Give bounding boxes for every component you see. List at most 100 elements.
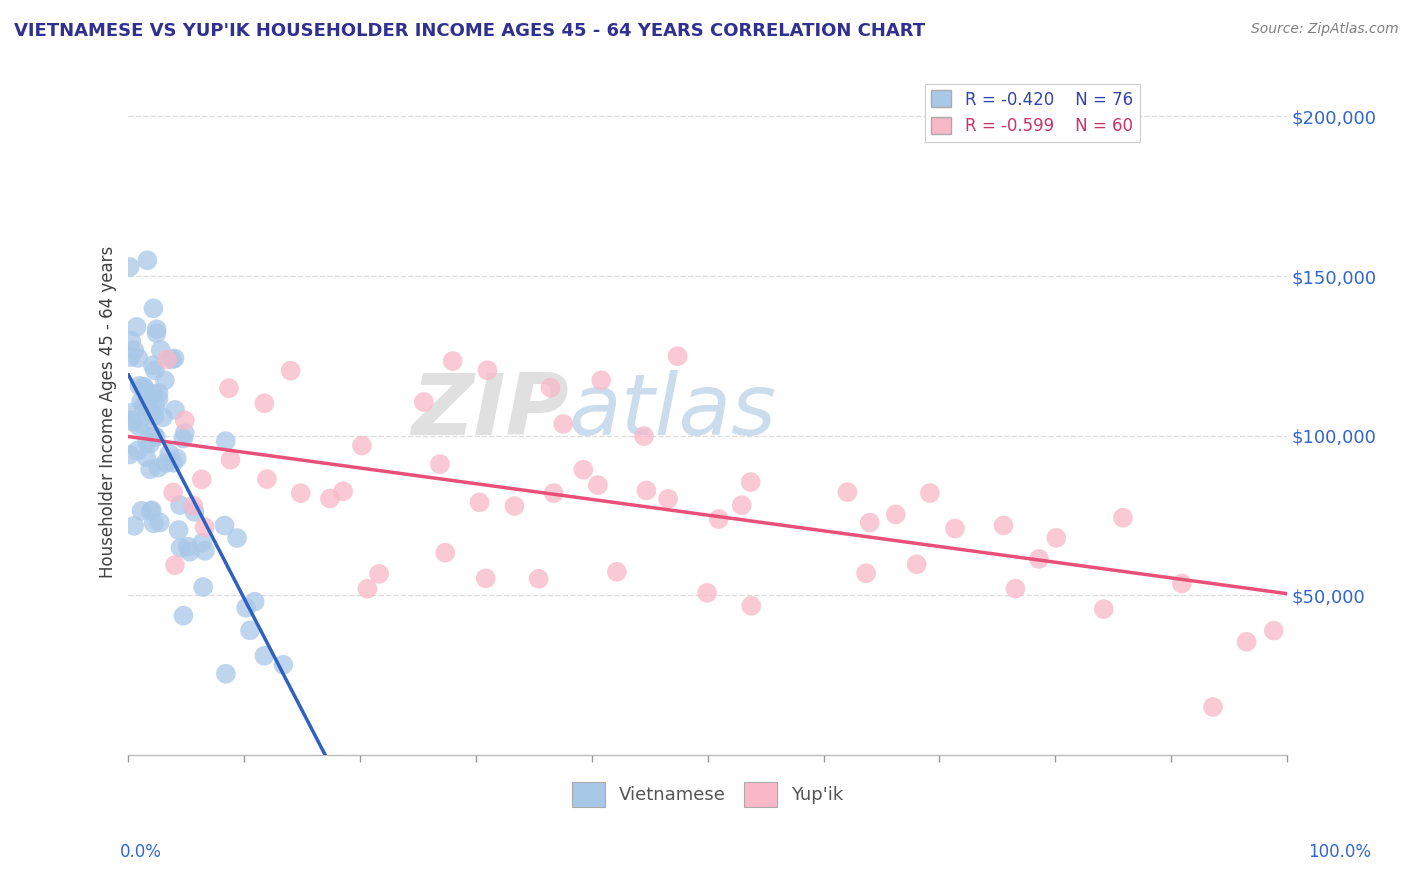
Point — [412, 395, 434, 409]
Point — [239, 624, 262, 638]
Point — [136, 390, 159, 404]
Point — [441, 354, 464, 368]
Point — [226, 531, 249, 545]
Point — [136, 435, 159, 450]
Point — [139, 504, 162, 518]
Point — [139, 405, 162, 419]
Point — [666, 349, 689, 363]
Point — [1263, 624, 1285, 638]
Point — [1028, 552, 1050, 566]
Point — [468, 495, 491, 509]
Point — [120, 334, 142, 348]
Point — [181, 499, 204, 513]
Point — [855, 566, 877, 581]
Point — [132, 400, 155, 414]
Point — [1171, 576, 1194, 591]
Point — [884, 508, 907, 522]
Point — [474, 571, 496, 585]
Text: 0.0%: 0.0% — [120, 843, 162, 861]
Point — [145, 322, 167, 336]
Point — [120, 350, 142, 364]
Point — [157, 447, 180, 461]
Point — [122, 343, 145, 358]
Point — [540, 381, 562, 395]
Point — [215, 666, 238, 681]
Point — [368, 566, 391, 581]
Point — [235, 600, 257, 615]
Text: VIETNAMESE VS YUP'IK HOUSEHOLDER INCOME AGES 45 - 64 YEARS CORRELATION CHART: VIETNAMESE VS YUP'IK HOUSEHOLDER INCOME … — [14, 22, 925, 40]
Point — [859, 516, 882, 530]
Point — [132, 380, 155, 394]
Point — [191, 536, 214, 550]
Point — [169, 541, 191, 555]
Point — [1045, 531, 1067, 545]
Point — [606, 565, 628, 579]
Point — [132, 380, 155, 394]
Point — [219, 452, 242, 467]
Point — [429, 457, 451, 471]
Point — [153, 373, 176, 387]
Point — [136, 401, 159, 415]
Point — [125, 320, 148, 334]
Point — [167, 523, 190, 537]
Point — [128, 379, 150, 393]
Point — [172, 432, 194, 446]
Point — [1004, 582, 1026, 596]
Point — [1112, 510, 1135, 524]
Point — [122, 519, 145, 533]
Point — [477, 363, 499, 377]
Point — [740, 599, 762, 613]
Point — [169, 498, 191, 512]
Point — [172, 608, 194, 623]
Point — [177, 540, 200, 554]
Point — [572, 463, 595, 477]
Point — [218, 381, 240, 395]
Point — [143, 363, 166, 377]
Point — [131, 417, 153, 431]
Point — [143, 409, 166, 423]
Point — [141, 503, 163, 517]
Point — [350, 439, 373, 453]
Text: 100.0%: 100.0% — [1308, 843, 1371, 861]
Point — [253, 648, 276, 663]
Point — [179, 545, 201, 559]
Point — [191, 472, 214, 486]
Point — [256, 472, 278, 486]
Point — [156, 352, 179, 367]
Point — [194, 520, 217, 534]
Point — [163, 351, 186, 366]
Point — [145, 399, 167, 413]
Point — [434, 546, 457, 560]
Point — [1202, 700, 1225, 714]
Point — [121, 415, 143, 429]
Point — [215, 434, 238, 449]
Point — [553, 417, 575, 431]
Point — [166, 451, 188, 466]
Text: Source: ZipAtlas.com: Source: ZipAtlas.com — [1251, 22, 1399, 37]
Point — [143, 428, 166, 442]
Point — [290, 486, 312, 500]
Point — [142, 516, 165, 531]
Point — [121, 413, 143, 427]
Point — [194, 544, 217, 558]
Point — [128, 419, 150, 434]
Point — [332, 484, 354, 499]
Point — [696, 586, 718, 600]
Point — [591, 373, 613, 387]
Point — [214, 518, 236, 533]
Point — [160, 352, 183, 367]
Point — [837, 485, 859, 500]
Text: ZIP: ZIP — [411, 370, 568, 453]
Point — [636, 483, 658, 498]
Point — [356, 582, 378, 596]
Point — [155, 456, 177, 470]
Point — [121, 406, 143, 420]
Y-axis label: Householder Income Ages 45 - 64 years: Householder Income Ages 45 - 64 years — [100, 245, 117, 578]
Point — [136, 253, 159, 268]
Point — [280, 364, 302, 378]
Point — [129, 394, 152, 409]
Point — [993, 518, 1015, 533]
Point — [163, 558, 186, 573]
Point — [162, 456, 184, 470]
Point — [543, 486, 565, 500]
